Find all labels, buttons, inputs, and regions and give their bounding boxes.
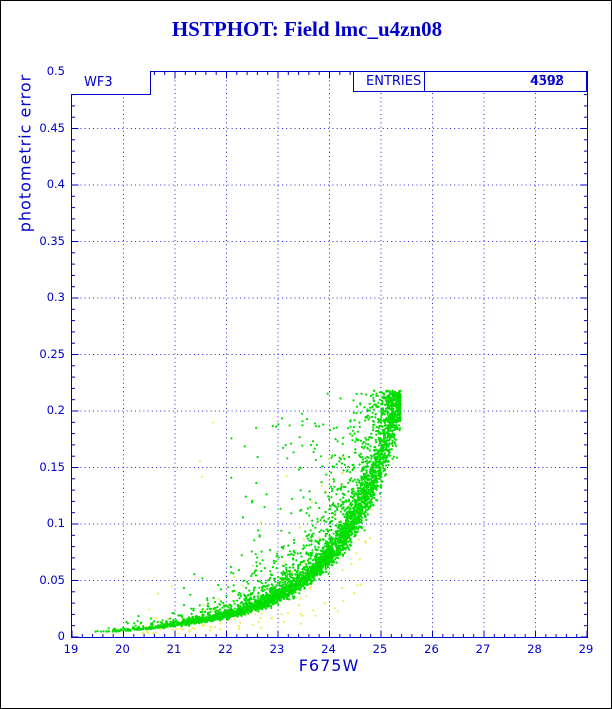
y-tick-label: 0.4 — [46, 177, 65, 191]
x-tick-label: 25 — [372, 642, 388, 656]
scatter-plot — [71, 71, 588, 638]
y-tick-label: 0.15 — [39, 459, 65, 474]
detector-label-box: WF3 — [71, 71, 151, 95]
y-tick-label: 0.5 — [46, 64, 65, 78]
x-tick-label: 20 — [115, 642, 130, 656]
x-tick-label: 28 — [527, 642, 542, 656]
entries-label: ENTRIES — [366, 74, 422, 89]
detector-label: WF3 — [84, 75, 113, 90]
x-tick-label: 24 — [321, 642, 336, 656]
entries-value-overlay: 4392 — [529, 74, 563, 89]
y-tick-label: 0.2 — [46, 403, 65, 417]
y-tick-label: 0.1 — [46, 516, 65, 530]
y-tick-label: 0.45 — [39, 120, 65, 135]
y-tick-label: 0 — [57, 629, 65, 643]
x-tick-label: 29 — [578, 642, 594, 656]
x-tick-label: 21 — [166, 642, 182, 656]
x-tick-label: 27 — [475, 642, 491, 656]
x-tick-label: 23 — [269, 642, 285, 656]
y-axis-title: photometric error — [15, 73, 35, 233]
x-tick-label: 26 — [424, 642, 439, 656]
x-tick-label: 19 — [63, 642, 79, 656]
x-axis-title: F675W — [298, 656, 360, 675]
y-tick-label: 0.3 — [46, 290, 65, 304]
x-tick-label: 22 — [218, 642, 233, 656]
y-tick-label: 0.35 — [39, 233, 65, 248]
entries-divider — [424, 72, 425, 91]
entries-value: 4508 4392 — [529, 72, 564, 91]
scatter-canvas — [72, 72, 587, 637]
y-tick-label: 0.25 — [39, 346, 65, 361]
entries-value-primary: 4508 — [530, 74, 564, 89]
page-title: HSTPHOT: Field lmc_u4zn08 — [171, 17, 443, 41]
entries-box: ENTRIES 4508 4392 — [353, 71, 587, 92]
y-tick-label: 0.05 — [39, 572, 65, 587]
